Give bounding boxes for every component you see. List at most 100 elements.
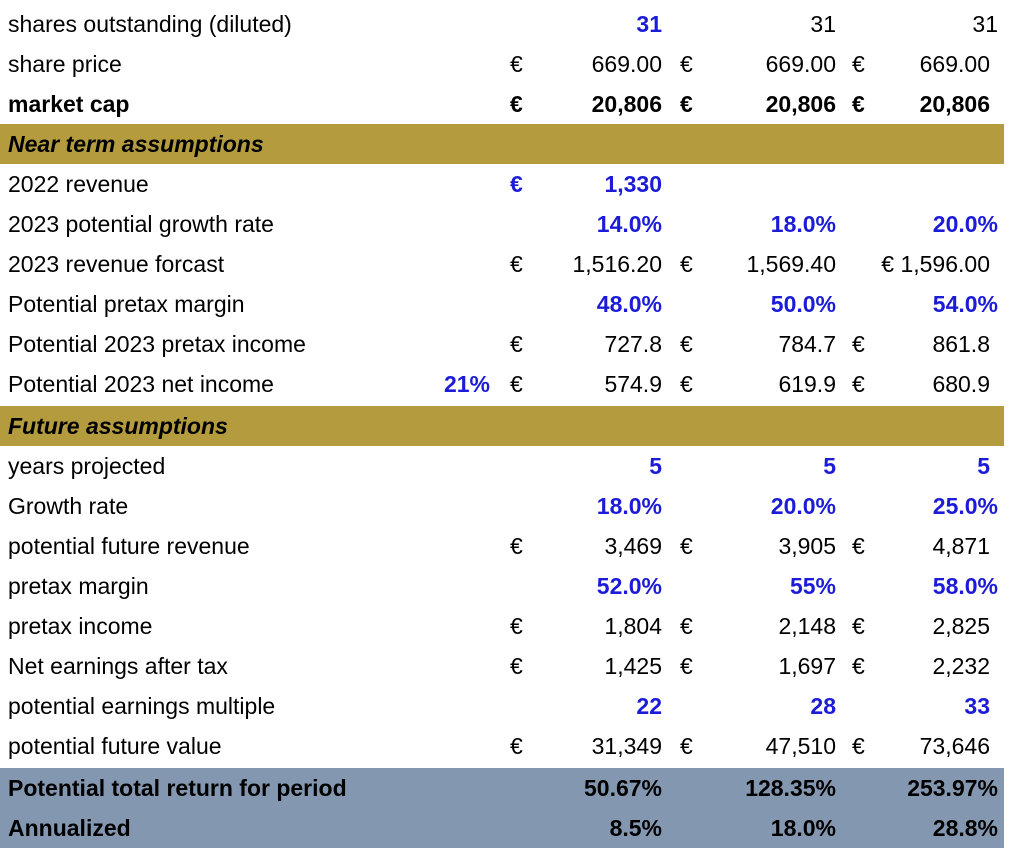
value-scenario-3[interactable]: 54.0% bbox=[932, 291, 998, 317]
row-label[interactable]: Annualized bbox=[8, 815, 131, 841]
value-scenario-1[interactable]: 8.5% bbox=[609, 815, 662, 841]
row-label[interactable]: Potential 2023 pretax income bbox=[8, 331, 306, 357]
row-label[interactable]: Potential total return for period bbox=[8, 775, 347, 801]
currency-symbol: € bbox=[680, 653, 693, 679]
row-pretax-income: pretax income € 1,804 € 2,148 € 2,825 bbox=[0, 606, 1004, 646]
currency-symbol: € bbox=[852, 331, 865, 357]
value-scenario-1[interactable]: 14.0% bbox=[596, 211, 662, 237]
value-scenario-2[interactable]: 47,510 bbox=[765, 733, 836, 759]
currency-symbol: € bbox=[680, 733, 693, 759]
row-label[interactable]: Potential 2023 net income bbox=[8, 371, 274, 397]
value-scenario-3[interactable]: 680.9 bbox=[932, 371, 990, 397]
value-scenario-3[interactable]: 669.00 bbox=[919, 51, 990, 77]
value-scenario-2[interactable]: 2,148 bbox=[778, 613, 836, 639]
row-label[interactable]: 2022 revenue bbox=[8, 171, 149, 197]
value-scenario-3[interactable]: 25.0% bbox=[932, 493, 998, 519]
value-scenario-2[interactable]: 619.9 bbox=[778, 371, 836, 397]
value-scenario-3[interactable]: 2,232 bbox=[932, 653, 990, 679]
value-scenario-1[interactable]: 3,469 bbox=[604, 533, 662, 559]
value-scenario-3[interactable]: € 1,596.00 bbox=[881, 251, 990, 277]
value-scenario-3[interactable]: 5 bbox=[977, 453, 990, 479]
value-scenario-3[interactable]: 2,825 bbox=[932, 613, 990, 639]
row-label[interactable]: shares outstanding (diluted) bbox=[8, 11, 292, 37]
row-pretax-margin: pretax margin 52.0% 55% 58.0% bbox=[0, 566, 1004, 606]
value-scenario-1[interactable]: 18.0% bbox=[596, 493, 662, 519]
row-label[interactable]: potential future value bbox=[8, 733, 222, 759]
row-label[interactable]: Growth rate bbox=[8, 493, 129, 519]
value-scenario-3[interactable]: 4,871 bbox=[932, 533, 990, 559]
row-future-value: potential future value € 31,349 € 47,510… bbox=[0, 726, 1004, 766]
value-scenario-1[interactable]: 5 bbox=[649, 453, 662, 479]
row-net-earnings: Net earnings after tax € 1,425 € 1,697 €… bbox=[0, 646, 1004, 686]
value-scenario-3[interactable]: 253.97% bbox=[907, 775, 998, 801]
value-scenario-1[interactable]: 1,516.20 bbox=[572, 251, 662, 277]
value-scenario-2[interactable]: 1,569.40 bbox=[746, 251, 836, 277]
row-label[interactable]: Potential pretax margin bbox=[8, 291, 245, 317]
value-scenario-3[interactable]: 28.8% bbox=[932, 815, 998, 841]
value-scenario-2[interactable]: 784.7 bbox=[778, 331, 836, 357]
value-scenario-1[interactable]: 574.9 bbox=[604, 371, 662, 397]
value-scenario-2[interactable]: 128.35% bbox=[745, 775, 836, 801]
row-2023-pretax-income: Potential 2023 pretax income € 727.8 € 7… bbox=[0, 324, 1004, 364]
value-scenario-2[interactable]: 5 bbox=[823, 453, 836, 479]
row-2023-growth-rate: 2023 potential growth rate 14.0% 18.0% 2… bbox=[0, 204, 1004, 244]
currency-symbol: € bbox=[510, 171, 523, 197]
value-scenario-2[interactable]: 20.0% bbox=[770, 493, 836, 519]
value-scenario-1[interactable]: 1,804 bbox=[604, 613, 662, 639]
section-title[interactable]: Future assumptions bbox=[8, 413, 228, 439]
row-label[interactable]: years projected bbox=[8, 453, 166, 479]
value-scenario-3[interactable]: 58.0% bbox=[932, 573, 998, 599]
currency-symbol: € bbox=[852, 613, 865, 639]
row-label[interactable]: pretax income bbox=[8, 613, 153, 639]
row-earnings-multiple: potential earnings multiple 22 28 33 bbox=[0, 686, 1004, 726]
value-scenario-2[interactable]: 18.0% bbox=[770, 815, 836, 841]
row-2023-revenue-forecast: 2023 revenue forcast € 1,516.20 € 1,569.… bbox=[0, 244, 1004, 284]
value-scenario-2[interactable]: 31 bbox=[810, 11, 836, 37]
tax-rate-input[interactable]: 21% bbox=[443, 371, 490, 397]
value-scenario-3[interactable]: 33 bbox=[964, 693, 990, 719]
value-scenario-3[interactable]: 20.0% bbox=[932, 211, 998, 237]
row-label[interactable]: potential earnings multiple bbox=[8, 693, 276, 719]
row-label[interactable]: potential future revenue bbox=[8, 533, 250, 559]
row-label[interactable]: market cap bbox=[8, 91, 130, 117]
value-scenario-2[interactable]: 20,806 bbox=[765, 91, 836, 117]
row-2023-net-income: Potential 2023 net income 21% € 574.9 € … bbox=[0, 364, 1004, 404]
value-scenario-3[interactable]: 861.8 bbox=[932, 331, 990, 357]
value-scenario-3[interactable]: 31 bbox=[972, 11, 998, 37]
value-scenario-1[interactable]: 669.00 bbox=[591, 51, 662, 77]
value-scenario-1[interactable]: 52.0% bbox=[596, 573, 662, 599]
row-market-cap: market cap € 20,806 € 20,806 € 20,806 bbox=[0, 84, 1004, 124]
value-scenario-1[interactable]: 727.8 bbox=[604, 331, 662, 357]
row-label[interactable]: share price bbox=[8, 51, 122, 77]
section-header-near-term: Near term assumptions bbox=[0, 124, 1004, 164]
row-label[interactable]: 2023 potential growth rate bbox=[8, 211, 274, 237]
value-scenario-2[interactable]: 3,905 bbox=[778, 533, 836, 559]
currency-symbol: € bbox=[510, 533, 523, 559]
value-scenario-1[interactable]: 48.0% bbox=[596, 291, 662, 317]
value-scenario-2[interactable]: 18.0% bbox=[770, 211, 836, 237]
currency-symbol: € bbox=[510, 733, 523, 759]
value-scenario-1[interactable]: 20,806 bbox=[591, 91, 662, 117]
value-scenario-1[interactable]: 22 bbox=[636, 693, 662, 719]
value-scenario-1[interactable]: 50.67% bbox=[583, 775, 662, 801]
value-scenario-3[interactable]: 20,806 bbox=[919, 91, 990, 117]
value-scenario-2[interactable]: 55% bbox=[789, 573, 836, 599]
value-scenario-2[interactable]: 1,697 bbox=[778, 653, 836, 679]
value-scenario-2[interactable]: 669.00 bbox=[765, 51, 836, 77]
section-title[interactable]: Near term assumptions bbox=[8, 131, 264, 157]
row-label[interactable]: Net earnings after tax bbox=[8, 653, 228, 679]
value-scenario-1[interactable]: 31 bbox=[636, 11, 662, 37]
row-label[interactable]: pretax margin bbox=[8, 573, 149, 599]
value-scenario-3[interactable]: 73,646 bbox=[919, 733, 990, 759]
value-scenario-2[interactable]: 50.0% bbox=[770, 291, 836, 317]
value-scenario-1[interactable]: 1,330 bbox=[604, 171, 662, 197]
value-scenario-1[interactable]: 31,349 bbox=[591, 733, 662, 759]
row-growth-rate: Growth rate 18.0% 20.0% 25.0% bbox=[0, 486, 1004, 526]
row-label[interactable]: 2023 revenue forcast bbox=[8, 251, 225, 277]
currency-symbol: € bbox=[852, 533, 865, 559]
value-scenario-1[interactable]: 1,425 bbox=[604, 653, 662, 679]
currency-symbol: € bbox=[510, 653, 523, 679]
currency-symbol: € bbox=[510, 371, 523, 397]
value-scenario-2[interactable]: 28 bbox=[810, 693, 836, 719]
currency-symbol: € bbox=[852, 91, 865, 117]
